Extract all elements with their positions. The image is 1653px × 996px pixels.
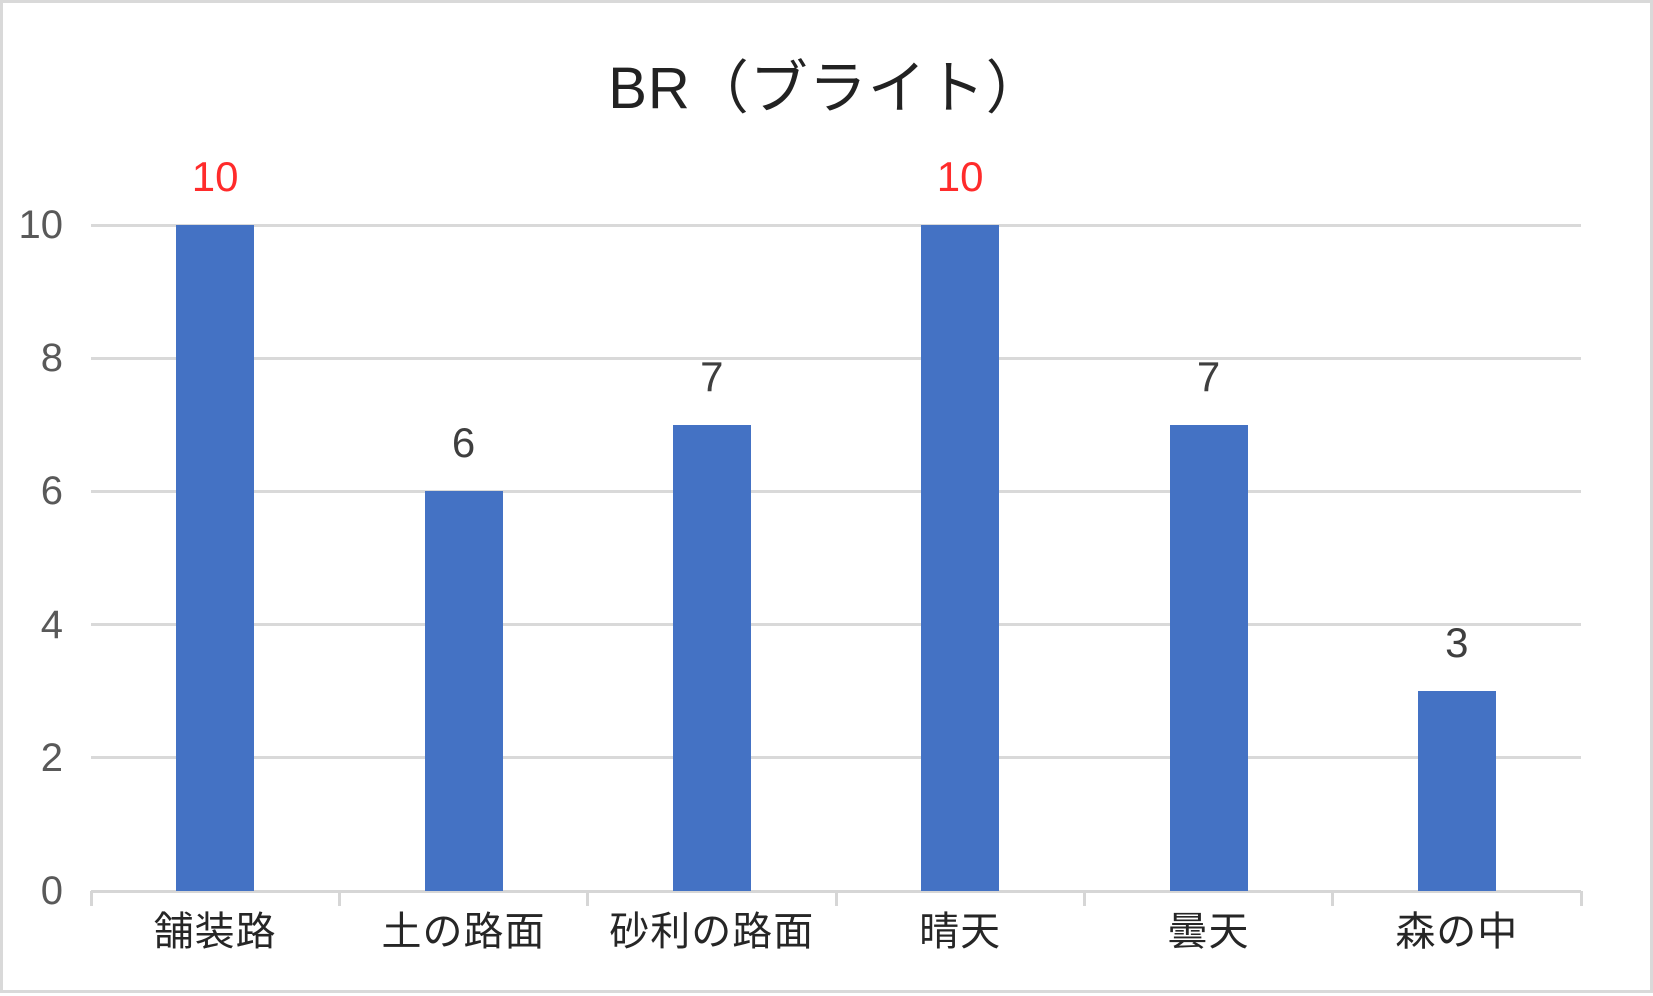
bar-value-label: 10 [936, 153, 984, 200]
y-axis-tick-label: 10 [18, 203, 64, 247]
category-label: 曇天 [1167, 910, 1250, 954]
category-label: 舗装路 [153, 910, 277, 954]
x-axis-tick [337, 891, 341, 906]
bar-value-label: 10 [191, 153, 239, 200]
x-axis-tick [1331, 891, 1335, 906]
x-axis-tick [89, 891, 93, 906]
category-label: 砂利の路面 [609, 910, 815, 954]
bar [176, 225, 255, 891]
bar [1169, 424, 1248, 891]
category-label: 土の路面 [381, 910, 546, 954]
bar-value-label: 6 [451, 419, 476, 467]
chart-title: BR（ブライト） [608, 56, 1045, 121]
bar [1417, 691, 1496, 891]
y-axis-tick-label: 4 [40, 602, 63, 647]
y-axis-tick-label: 2 [40, 735, 63, 780]
gridline [91, 623, 1581, 627]
x-axis-tick [1579, 891, 1583, 906]
x-axis-tick [1082, 891, 1086, 906]
bar [672, 424, 751, 891]
bar [424, 491, 503, 891]
y-axis-tick-label: 6 [40, 469, 63, 514]
bar-value-label: 3 [1445, 619, 1469, 667]
x-axis-tick [586, 891, 590, 906]
gridline [91, 756, 1581, 760]
category-label: 晴天 [919, 910, 1002, 954]
bar-value-label: 7 [700, 352, 724, 400]
category-label: 森の中 [1395, 910, 1519, 954]
gridline [91, 356, 1581, 360]
plot-area: 0 2 4 6 8 10 10 舗装路 6 土の路面 7 砂利の路面 10 晴天 7 曇天 3 森の中 [3, 3, 1653, 996]
y-axis-tick-label: 0 [40, 869, 63, 913]
bar [921, 225, 1000, 891]
gridline [91, 489, 1581, 493]
gridline [91, 223, 1581, 227]
bar-value-label: 7 [1196, 352, 1221, 400]
x-axis-tick [834, 891, 838, 906]
y-axis-tick-label: 8 [40, 336, 63, 381]
